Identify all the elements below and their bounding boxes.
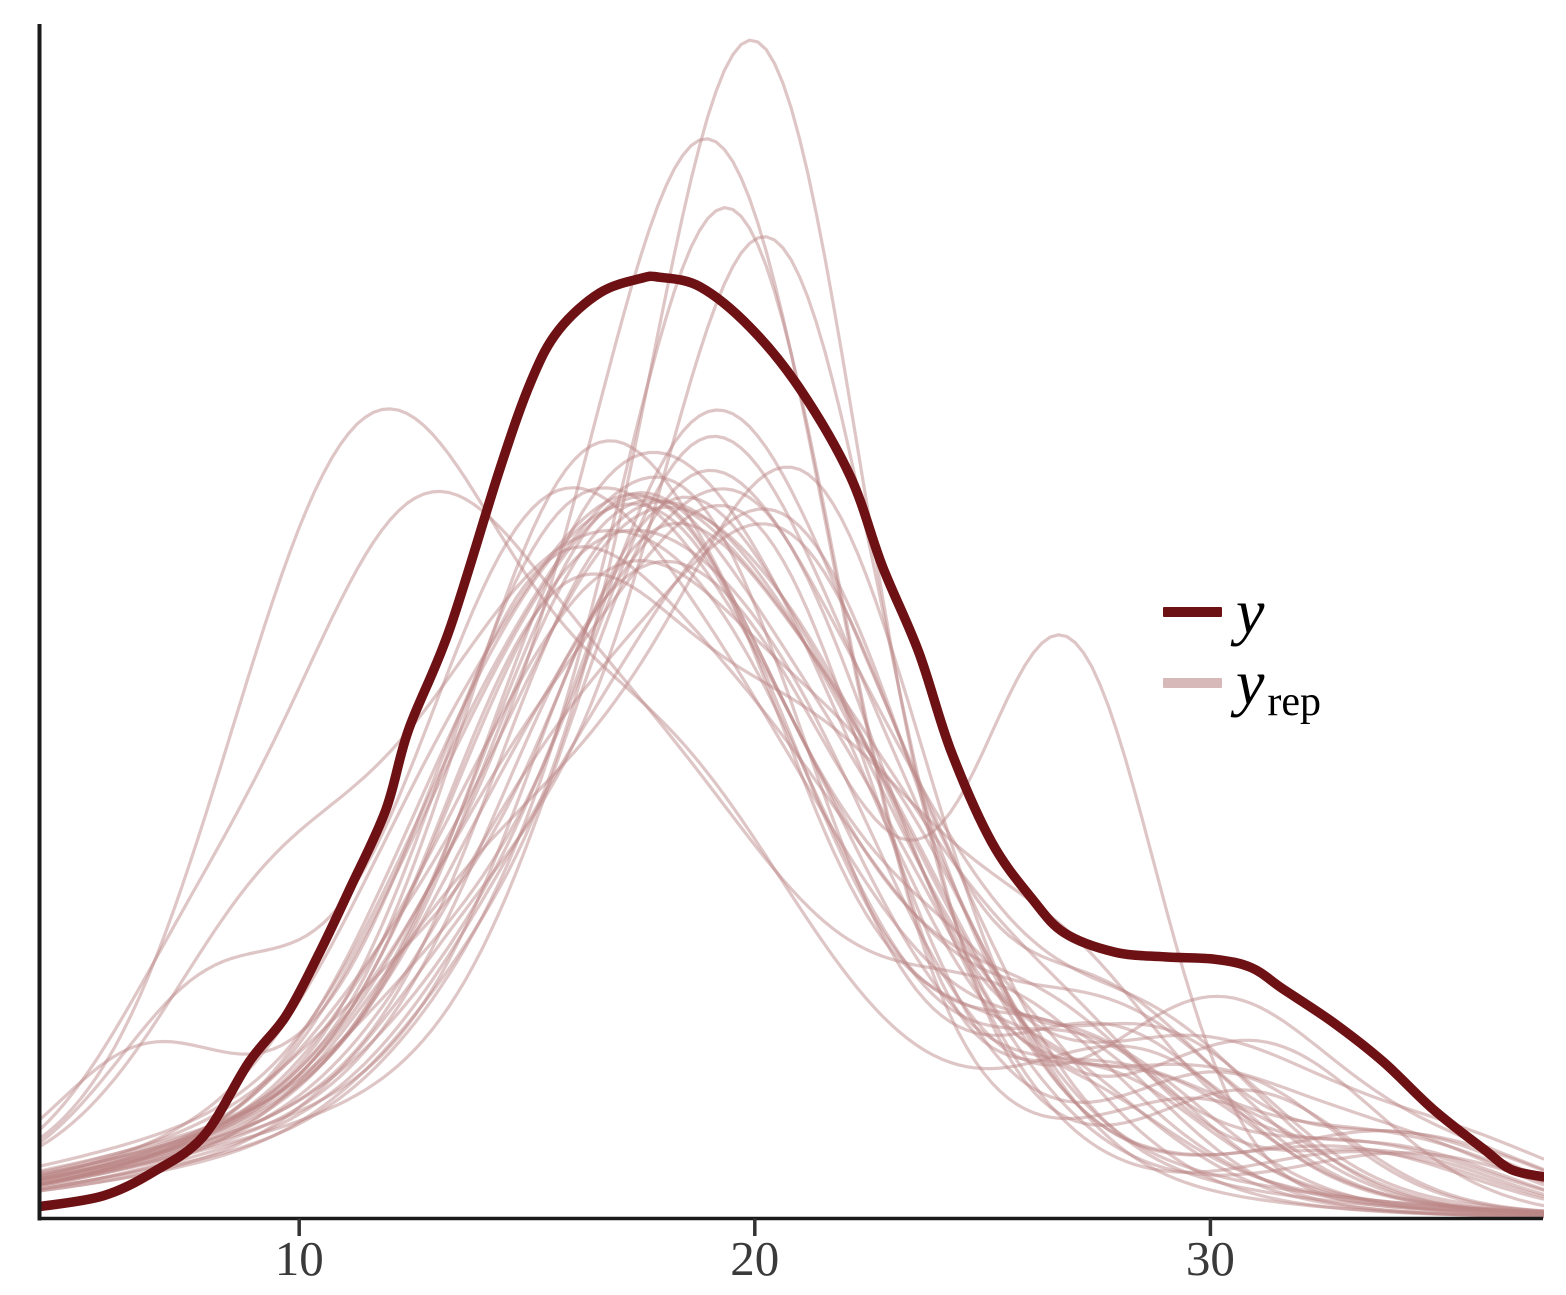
yrep-curve-34 bbox=[40, 468, 1544, 1216]
yrep-curve-21 bbox=[40, 489, 1544, 1216]
x-axis-ticks: 10 20 30 bbox=[275, 1218, 1235, 1286]
yrep-curve-2 bbox=[40, 475, 1544, 1215]
yrep-curve-17 bbox=[40, 434, 1544, 1214]
yrep-curve-6 bbox=[40, 137, 1544, 1215]
x-tick-label-10: 10 bbox=[275, 1231, 324, 1286]
y-label-text: y bbox=[1236, 575, 1265, 647]
yrep-curve-4 bbox=[40, 498, 1544, 1187]
yrep-curve-31 bbox=[40, 528, 1544, 1216]
legend-entry-y: y bbox=[1163, 576, 1321, 647]
yrep-density-curves bbox=[40, 38, 1544, 1219]
yrep-curve-3 bbox=[40, 38, 1544, 1214]
yrep-curve-5 bbox=[40, 486, 1544, 1218]
y-label: y bbox=[1236, 579, 1264, 644]
yrep-curve-30 bbox=[40, 495, 1544, 1219]
legend-entry-yrep: yrep bbox=[1163, 647, 1321, 723]
yrep-curve-18 bbox=[40, 486, 1544, 1183]
yrep-curve-28 bbox=[40, 206, 1544, 1215]
legend: y yrep bbox=[1163, 576, 1321, 723]
yrep-curve-12 bbox=[40, 235, 1544, 1213]
yrep-curve-22 bbox=[40, 408, 1544, 1217]
yrep-curve-27 bbox=[40, 558, 1544, 1219]
yrep-curve-19 bbox=[40, 487, 1544, 1213]
yrep-curve-29 bbox=[40, 528, 1544, 1183]
yrep-curve-23 bbox=[40, 500, 1544, 1181]
x-tick-label-20: 20 bbox=[730, 1231, 779, 1286]
yrep-curve-8 bbox=[40, 450, 1544, 1214]
x-tick-label-30: 30 bbox=[1186, 1231, 1235, 1286]
yrep-curve-20 bbox=[40, 521, 1544, 1196]
y-curve bbox=[40, 271, 1544, 1212]
yrep-curve-14 bbox=[40, 504, 1544, 1213]
yrep-curve-16 bbox=[40, 559, 1544, 1217]
yrep-curve-25 bbox=[40, 545, 1544, 1216]
yrep-curve-1 bbox=[40, 439, 1544, 1192]
y-density-curve bbox=[40, 271, 1544, 1212]
yrep-label-text: y bbox=[1236, 646, 1265, 718]
yrep-curve-33 bbox=[40, 491, 1544, 1187]
axes: 10 20 30 bbox=[37, 24, 1543, 1286]
y-line-swatch bbox=[1163, 606, 1222, 617]
yrep-curve-9 bbox=[40, 522, 1544, 1188]
yrep-label-subscript: rep bbox=[1267, 679, 1322, 726]
yrep-line-swatch bbox=[1163, 677, 1222, 688]
yrep-curve-13 bbox=[40, 572, 1544, 1191]
yrep-label: yrep bbox=[1236, 650, 1321, 723]
yrep-curve-24 bbox=[40, 502, 1544, 1219]
yrep-curve-7 bbox=[40, 495, 1544, 1201]
yrep-curve-26 bbox=[40, 465, 1544, 1191]
yrep-curve-32 bbox=[40, 507, 1544, 1208]
yrep-curve-15 bbox=[40, 505, 1544, 1199]
yrep-curve-11 bbox=[40, 407, 1544, 1216]
